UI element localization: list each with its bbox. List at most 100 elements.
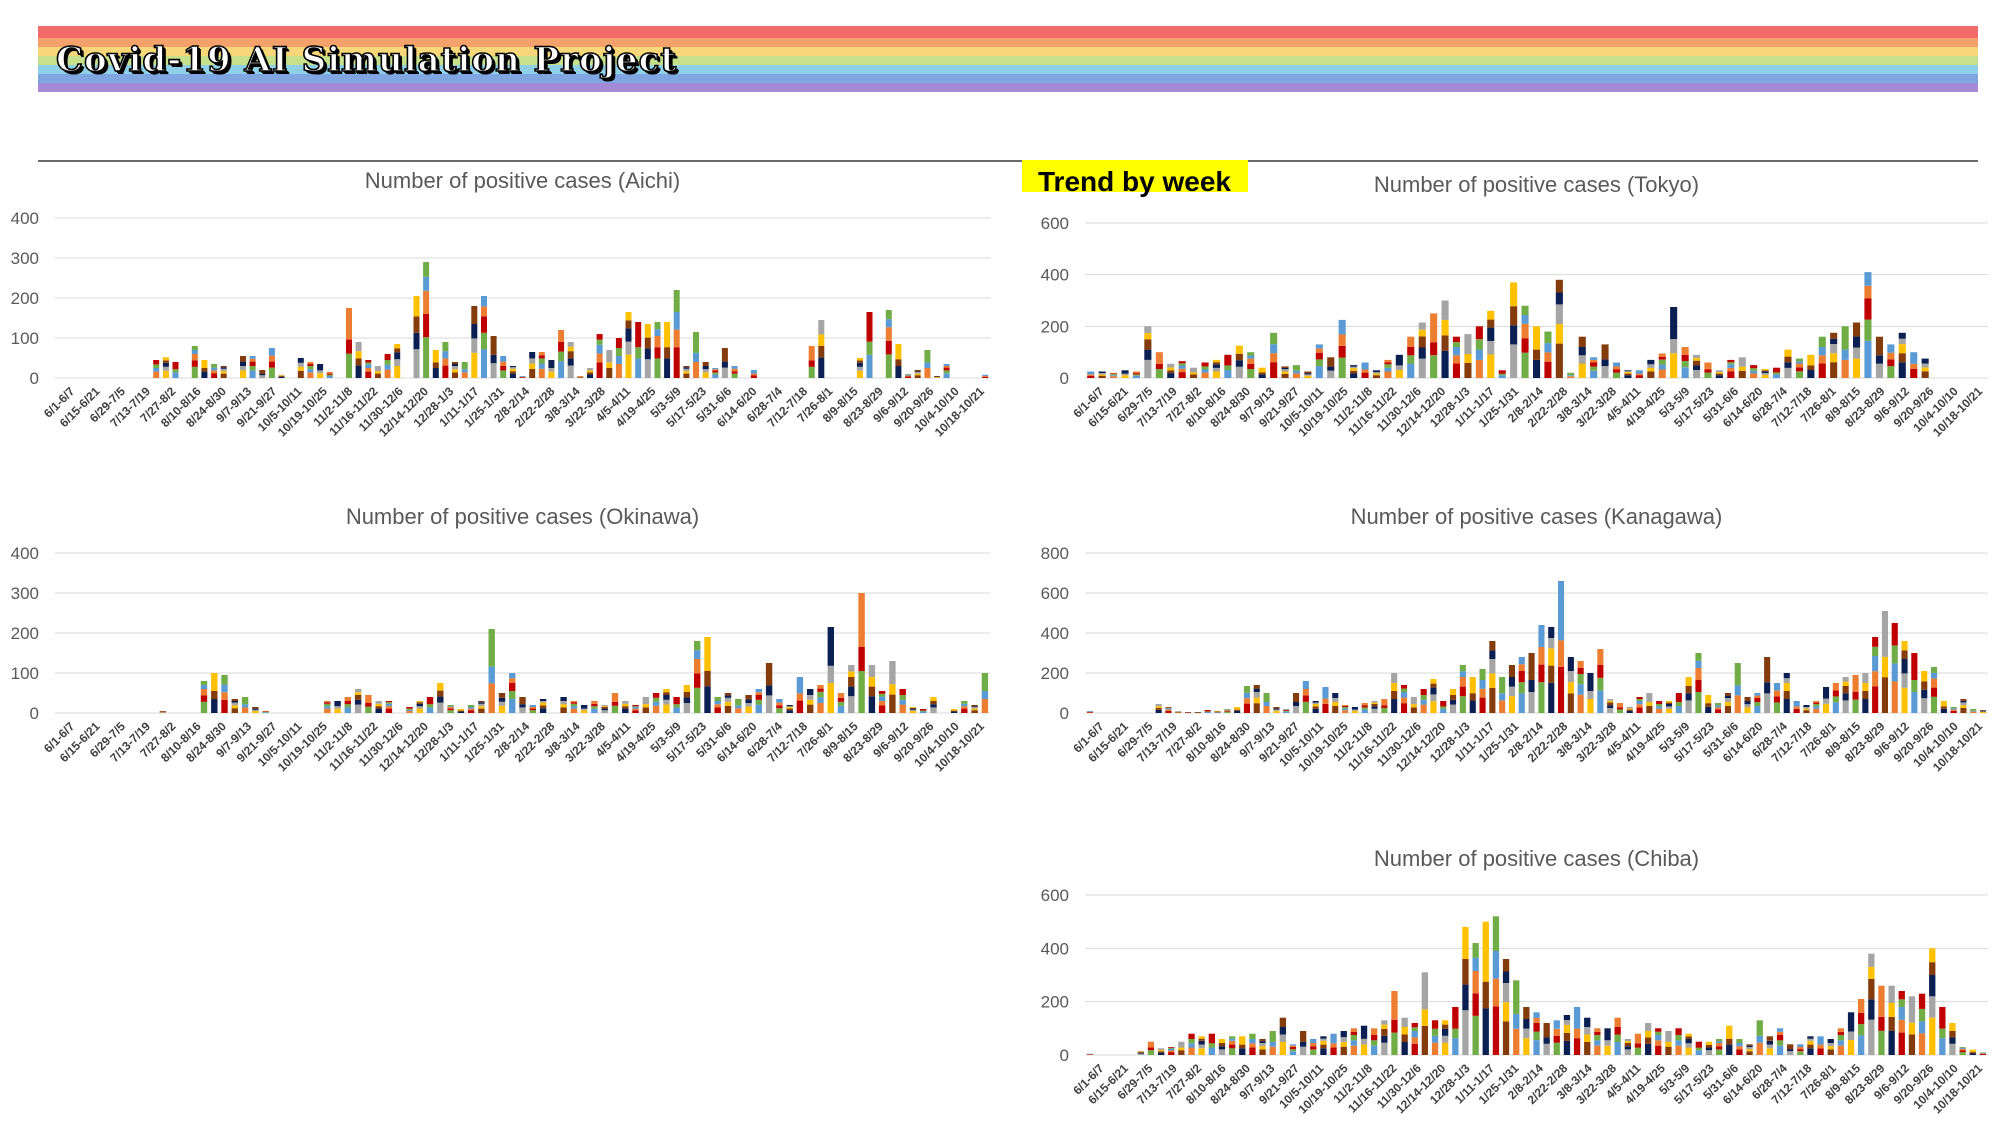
- bar-segment: [632, 710, 639, 713]
- bar-segment: [416, 702, 423, 704]
- bar-segment: [1584, 1041, 1591, 1055]
- bar-segment: [1204, 712, 1211, 713]
- bar-segment: [1283, 710, 1290, 711]
- bar-segment: [642, 704, 649, 708]
- bar-segment: [1645, 1043, 1652, 1055]
- bar-segment: [344, 704, 351, 708]
- bar-segment: [570, 702, 578, 704]
- bar-segment: [1371, 701, 1378, 703]
- bar-segment: [1929, 975, 1936, 997]
- chart-tokyo: Number of positive cases (Tokyo)02004006…: [1041, 172, 1988, 439]
- bar-segment: [519, 697, 526, 705]
- bar-segment: [1862, 699, 1869, 713]
- bar-segment: [1304, 375, 1312, 378]
- bar-segment: [615, 348, 622, 356]
- bar-segment: [1452, 1007, 1459, 1029]
- bar-segment: [1695, 680, 1702, 692]
- bar-segment: [943, 366, 950, 368]
- bar-segment: [1155, 369, 1163, 378]
- y-tick-label: 0: [30, 704, 39, 723]
- bar-segment: [1198, 1044, 1205, 1049]
- bar-segment: [1584, 1034, 1591, 1042]
- bar-segment: [1624, 375, 1632, 378]
- bar-segment: [1864, 272, 1872, 286]
- bar-segment: [1351, 710, 1358, 713]
- bar-segment: [211, 699, 218, 713]
- bar-segment: [1705, 1050, 1713, 1055]
- bar-segment: [1645, 1037, 1652, 1044]
- bar-segment: [1310, 1039, 1317, 1043]
- bar-segment: [307, 372, 314, 378]
- bar-segment: [1508, 686, 1515, 697]
- bar-segment: [375, 703, 382, 707]
- bar-segment: [625, 341, 632, 355]
- bar-segment: [1544, 352, 1552, 362]
- bar-segment: [509, 691, 516, 699]
- bar-segment: [1342, 707, 1349, 709]
- bar-segment: [1837, 1031, 1844, 1035]
- bar-segment: [652, 693, 660, 698]
- bar-segment: [1624, 370, 1632, 372]
- bar-segment: [1165, 707, 1172, 708]
- bar-segment: [1705, 1041, 1713, 1045]
- bar-segment: [1330, 1047, 1337, 1055]
- bar-segment: [1086, 711, 1093, 712]
- bar-segment: [1875, 336, 1883, 356]
- bar-segment: [971, 706, 978, 707]
- y-tick-label: 200: [1041, 993, 1069, 1012]
- bar-segment: [1110, 375, 1118, 377]
- bar-segment: [920, 710, 927, 712]
- bar-segment: [1201, 369, 1209, 373]
- bar-segment: [1929, 996, 1936, 1018]
- bar-segment: [625, 328, 632, 342]
- bar-segment: [1746, 1051, 1753, 1055]
- chart-title: Number of positive cases (Tokyo): [1374, 172, 1699, 197]
- bar-segment: [1224, 354, 1232, 366]
- bar-segment: [1381, 1024, 1388, 1029]
- bar-segment: [1738, 366, 1746, 371]
- bar-segment: [567, 351, 574, 359]
- bar-segment: [895, 366, 902, 378]
- bar-segment: [1578, 363, 1586, 378]
- bar-segment: [1563, 1015, 1571, 1021]
- bar-segment: [905, 374, 912, 375]
- bar-segment: [1391, 683, 1398, 691]
- bar-segment: [1764, 657, 1771, 683]
- bar-segment: [683, 368, 690, 372]
- bar-segment: [1338, 334, 1346, 346]
- bar-segment: [664, 347, 671, 359]
- bar-segment: [1087, 371, 1095, 375]
- bar-segment: [683, 697, 691, 703]
- bar-segment: [1776, 1028, 1784, 1032]
- bar-segment: [1401, 688, 1408, 692]
- bar-segment: [1518, 671, 1525, 683]
- bar-segment: [355, 365, 362, 378]
- bar-segment: [1110, 373, 1118, 375]
- bar-segment: [712, 368, 719, 370]
- bar-segment: [1980, 712, 1987, 713]
- bar-segment: [1862, 691, 1869, 699]
- bar-segment: [1830, 362, 1838, 378]
- bar-segment: [1178, 368, 1186, 373]
- bar-segment: [1724, 706, 1731, 713]
- bar-segment: [848, 686, 855, 697]
- bar-segment: [1931, 667, 1938, 673]
- bar-segment: [1168, 1050, 1175, 1053]
- bar-segment: [1558, 666, 1565, 713]
- bar-segment: [1803, 707, 1810, 709]
- bar-segment: [1224, 711, 1231, 713]
- bar-segment: [519, 376, 526, 377]
- bar-segment: [1658, 356, 1666, 360]
- bar-segment: [432, 350, 439, 363]
- bar-segment: [259, 373, 266, 376]
- bar-segment: [1842, 693, 1849, 701]
- bar-segment: [1793, 706, 1800, 709]
- bar-segment: [1783, 691, 1790, 699]
- bar-segment: [1430, 683, 1437, 688]
- bar-segment: [1293, 693, 1300, 702]
- bar-segment: [426, 697, 434, 705]
- bar-segment: [1249, 1033, 1256, 1039]
- bar-segment: [1315, 352, 1323, 360]
- bar-segment: [1350, 1040, 1357, 1046]
- banner-stripe: [38, 56, 1978, 65]
